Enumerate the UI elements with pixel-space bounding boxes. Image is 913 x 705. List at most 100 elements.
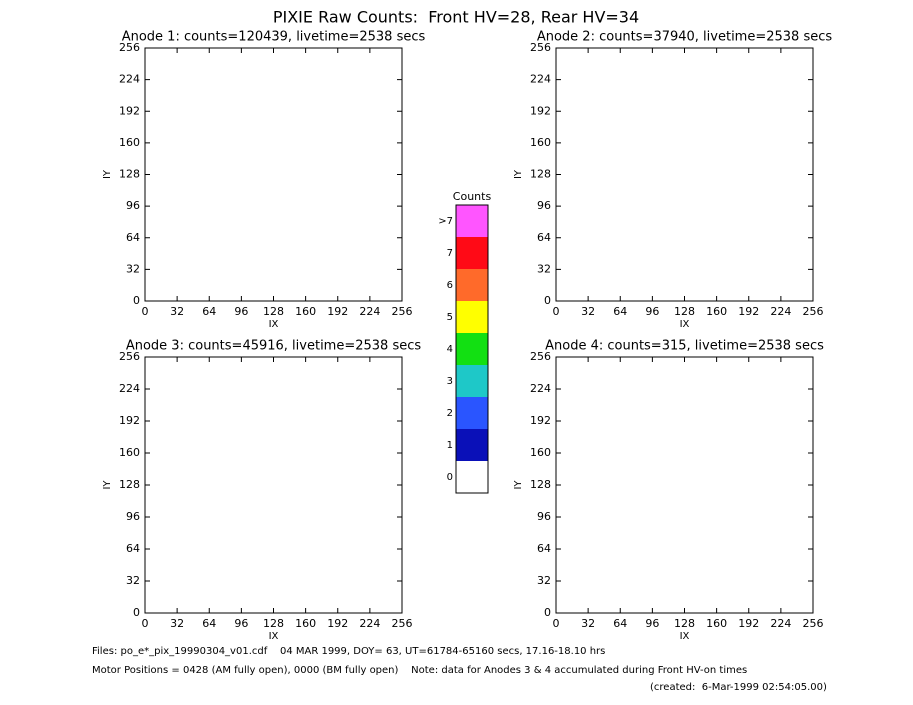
x-tick-label: 192 — [738, 305, 759, 318]
colorbar-label: 1 — [447, 440, 453, 451]
x-tick-label: 128 — [263, 305, 284, 318]
x-tick-label: 160 — [295, 617, 316, 630]
x-tick-label: 64 — [202, 617, 216, 630]
x-tick-label: 256 — [803, 305, 824, 318]
y-tick-label: 192 — [119, 104, 140, 117]
color-swatch — [456, 301, 488, 333]
x-tick-label: 64 — [613, 617, 627, 630]
y-tick-label: 0 — [133, 294, 140, 307]
color-swatch — [456, 429, 488, 461]
x-tick-label: 64 — [202, 305, 216, 318]
x-tick-label: 192 — [327, 617, 348, 630]
y-axis-label: IY — [102, 480, 113, 490]
color-swatch — [456, 365, 488, 397]
x-tick-label: 32 — [581, 617, 595, 630]
y-tick-label: 32 — [126, 574, 140, 587]
x-tick-label: 0 — [553, 617, 560, 630]
y-tick-label: 128 — [119, 168, 140, 181]
x-tick-label: 224 — [770, 617, 791, 630]
y-axis-label: IY — [102, 169, 113, 179]
x-tick-label: 32 — [581, 305, 595, 318]
y-tick-label: 64 — [537, 542, 551, 555]
y-tick-label: 0 — [544, 294, 551, 307]
footer-line: Files: po_e*_pix_19990304_v01.cdf 04 MAR… — [92, 646, 605, 657]
color-swatch — [456, 397, 488, 429]
x-tick-label: 256 — [392, 305, 413, 318]
y-tick-label: 256 — [530, 350, 551, 363]
x-tick-label: 96 — [645, 305, 659, 318]
y-tick-label: 224 — [119, 382, 140, 395]
y-tick-label: 64 — [126, 231, 140, 244]
y-tick-label: 256 — [119, 350, 140, 363]
panel-title: Anode 4: counts=315, livetime=2538 secs — [545, 339, 824, 354]
y-tick-label: 128 — [530, 478, 551, 491]
x-tick-label: 128 — [674, 617, 695, 630]
x-tick-label: 64 — [613, 305, 627, 318]
x-tick-label: 0 — [553, 305, 560, 318]
y-tick-label: 96 — [537, 199, 551, 212]
colorbar-label: 7 — [447, 248, 453, 259]
y-tick-label: 0 — [133, 606, 140, 619]
panel-title: Anode 3: counts=45916, livetime=2538 sec… — [126, 339, 422, 354]
x-tick-label: 128 — [263, 617, 284, 630]
x-tick-label: 32 — [170, 305, 184, 318]
x-tick-label: 0 — [142, 305, 149, 318]
y-tick-label: 192 — [530, 104, 551, 117]
y-axis-label: IY — [513, 480, 524, 490]
x-axis-label: IX — [269, 631, 279, 642]
footer-line: Motor Positions = 0428 (AM fully open), … — [92, 665, 747, 676]
x-tick-label: 96 — [645, 617, 659, 630]
y-tick-label: 256 — [119, 41, 140, 54]
y-tick-label: 96 — [126, 510, 140, 523]
x-tick-label: 160 — [706, 305, 727, 318]
x-tick-label: 160 — [706, 617, 727, 630]
plot-frame — [555, 356, 814, 614]
color-swatch — [456, 237, 488, 269]
colorbar-frame — [455, 204, 489, 494]
x-tick-label: 256 — [803, 617, 824, 630]
color-swatch — [456, 205, 488, 237]
y-tick-label: 128 — [530, 168, 551, 181]
plot-frame — [555, 47, 814, 302]
y-tick-label: 32 — [537, 574, 551, 587]
x-tick-label: 128 — [674, 305, 695, 318]
colorbar-label: 0 — [447, 472, 453, 483]
x-axis-label: IX — [269, 319, 279, 330]
colorbar-label: >7 — [438, 216, 453, 227]
x-tick-label: 96 — [234, 305, 248, 318]
x-tick-label: 192 — [327, 305, 348, 318]
plot-frame — [144, 47, 403, 302]
x-tick-label: 96 — [234, 617, 248, 630]
page-title: PIXIE Raw Counts: Front HV=28, Rear HV=3… — [273, 8, 639, 27]
y-tick-label: 96 — [126, 199, 140, 212]
colorbar-label: 3 — [447, 376, 453, 387]
y-tick-label: 224 — [119, 73, 140, 86]
x-tick-label: 32 — [170, 617, 184, 630]
y-tick-label: 224 — [530, 382, 551, 395]
y-tick-label: 160 — [119, 446, 140, 459]
x-tick-label: 160 — [295, 305, 316, 318]
y-tick-label: 224 — [530, 73, 551, 86]
y-tick-label: 160 — [119, 136, 140, 149]
y-tick-label: 32 — [126, 262, 140, 275]
y-tick-label: 32 — [537, 262, 551, 275]
colorbar-label: 4 — [447, 344, 453, 355]
colorbar-label: 6 — [447, 280, 453, 291]
x-tick-label: 192 — [738, 617, 759, 630]
y-tick-label: 0 — [544, 606, 551, 619]
color-swatch — [456, 333, 488, 365]
x-axis-label: IX — [680, 319, 690, 330]
y-tick-label: 64 — [126, 542, 140, 555]
color-swatch — [456, 461, 488, 493]
y-tick-label: 256 — [530, 41, 551, 54]
y-tick-label: 160 — [530, 136, 551, 149]
y-axis-label: IY — [513, 169, 524, 179]
color-swatch — [456, 269, 488, 301]
y-tick-label: 128 — [119, 478, 140, 491]
panel-title: Anode 2: counts=37940, livetime=2538 sec… — [537, 30, 833, 45]
plot-frame — [144, 356, 403, 614]
x-tick-label: 224 — [770, 305, 791, 318]
y-tick-label: 64 — [537, 231, 551, 244]
